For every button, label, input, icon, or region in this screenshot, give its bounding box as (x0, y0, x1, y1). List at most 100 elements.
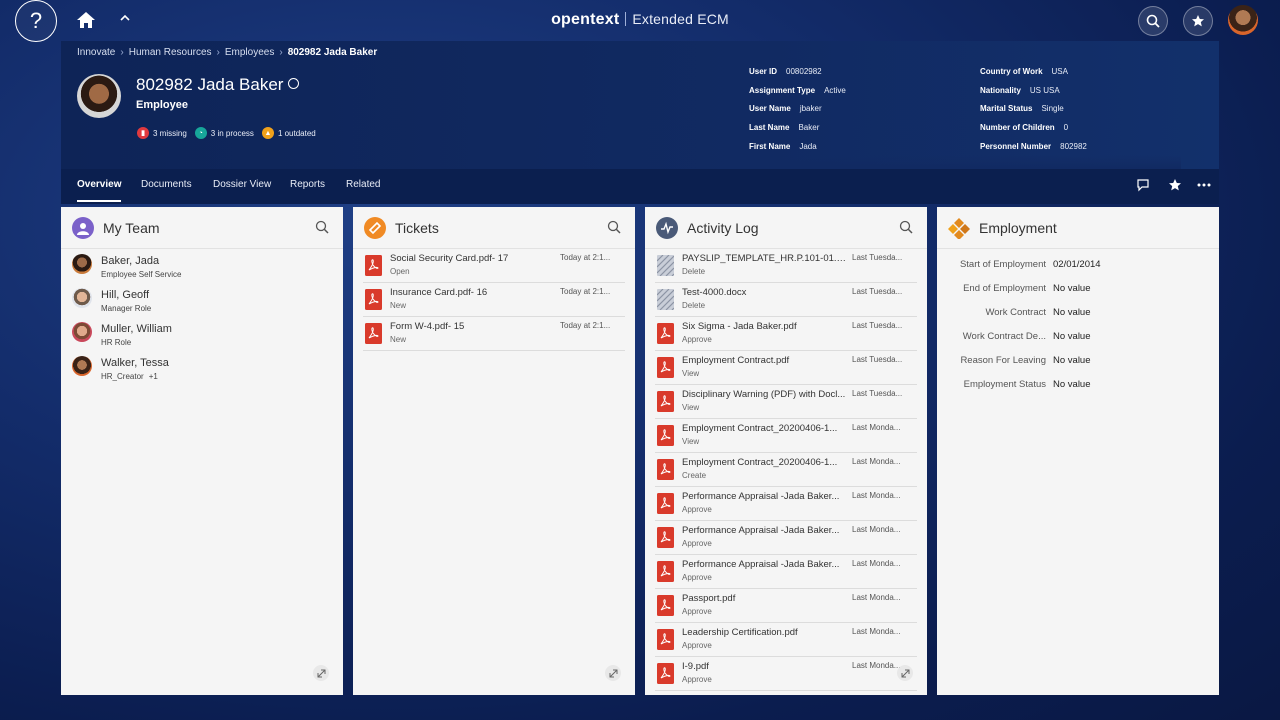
search-icon[interactable] (607, 220, 621, 234)
activity-row[interactable]: Disciplinary Warning (PDF) with Docl... V… (655, 385, 917, 419)
ticket-time: Today at 2:1... (560, 253, 611, 262)
activity-list: PAYSLIP_TEMPLATE_HR.P.101-01.0... Delete L… (645, 249, 927, 691)
activity-action: Approve (682, 539, 712, 548)
activity-row[interactable]: PAYSLIP_TEMPLATE_HR.P.101-01.0... Delete L… (655, 249, 917, 283)
status-summary: ▮ 3 missing ◔ 3 in process ▲ 1 outdated (137, 127, 316, 139)
my-team-panel: My Team Baker, Jada Employee Self Servic… (61, 207, 343, 695)
help-icon: ? (29, 8, 43, 33)
activity-title: PAYSLIP_TEMPLATE_HR.P.101-01.0... (682, 253, 848, 264)
info-label: Nationality (980, 85, 1021, 95)
tab-documents[interactable]: Documents (141, 179, 192, 190)
employment-icon (948, 217, 970, 239)
activity-row[interactable]: Six Sigma - Jada Baker.pdf Approve Last Tu… (655, 317, 917, 351)
breadcrumb-chevron-icon: › (216, 47, 220, 58)
breadcrumb-current: 802982 Jada Baker (287, 47, 378, 58)
help-button[interactable]: ? (15, 0, 57, 42)
status-in-process[interactable]: ◔ 3 in process (194, 127, 254, 139)
activity-title: Employment Contract.pdf (682, 355, 790, 366)
info-value: 0 (1063, 123, 1069, 133)
pdf-icon (657, 561, 674, 582)
open-external-icon[interactable] (288, 78, 300, 89)
tab-related[interactable]: Related (346, 179, 381, 190)
activity-row[interactable]: Employment Contract.pdf View Last Tuesda..… (655, 351, 917, 385)
activity-row[interactable]: Test-4000.docx Delete Last Tuesda... (655, 283, 917, 317)
expand-button[interactable] (897, 665, 913, 681)
star-icon[interactable] (1168, 178, 1182, 192)
activity-time: Last Tuesda... (852, 253, 903, 262)
team-member[interactable]: Hill, Geoff Manager Role (61, 284, 343, 318)
activity-action: Approve (682, 675, 712, 684)
panel-title: Employment (979, 220, 1057, 236)
status-missing[interactable]: ▮ 3 missing (137, 127, 187, 139)
breadcrumb-item[interactable]: Employees (224, 47, 275, 58)
expand-button[interactable] (313, 665, 329, 681)
activity-action: View (682, 437, 700, 446)
team-member[interactable]: Walker, Tessa HR_Creator +1 (61, 352, 343, 386)
more-roles-count[interactable]: +1 (148, 372, 158, 381)
favorites-button[interactable] (1183, 6, 1213, 36)
status-missing-label: 3 missing (153, 128, 187, 138)
info-value: 802982 (1060, 141, 1087, 151)
field-label: Start of Employment (959, 259, 1046, 270)
comment-icon[interactable] (1136, 178, 1150, 192)
ticket-status: New (390, 335, 407, 344)
pdf-icon (657, 663, 674, 684)
activity-row[interactable]: I-9.pdf Approve Last Monda... (655, 657, 917, 691)
team-member-name: Muller, William (101, 323, 172, 335)
search-icon[interactable] (899, 220, 913, 234)
ticket-row[interactable]: Insurance Card.pdf- 16 New Today at 2:1.… (363, 283, 625, 317)
search-icon[interactable] (315, 220, 329, 234)
breadcrumb-item[interactable]: Innovate (77, 47, 116, 58)
activity-log-panel: Activity Log PAYSLIP_TEMPLATE_HR.P.101-0… (645, 207, 927, 695)
breadcrumb-item[interactable]: Human Resources (128, 47, 212, 58)
info-row: Last Name Baker (749, 123, 846, 142)
team-member-role: HR_Creator +1 (101, 372, 158, 381)
ticket-row[interactable]: Form W-4.pdf- 15 New Today at 2:1... (363, 317, 625, 351)
activity-action: Approve (682, 641, 712, 650)
home-icon[interactable] (76, 10, 96, 30)
info-label: Assignment Type (749, 85, 816, 95)
activity-row[interactable]: Performance Appraisal -Jada Baker... Appr… (655, 555, 917, 589)
status-outdated[interactable]: ▲ 1 outdated (261, 127, 316, 139)
team-member[interactable]: Muller, William HR Role (61, 318, 343, 352)
user-avatar[interactable] (1228, 5, 1258, 35)
clock-icon: ◔ (194, 127, 207, 139)
activity-row[interactable]: Performance Appraisal -Jada Baker... Appr… (655, 521, 917, 555)
activity-row[interactable]: Performance Appraisal -Jada Baker... Appr… (655, 487, 917, 521)
activity-time: Last Monda... (852, 559, 901, 568)
panel-header: Tickets (353, 207, 635, 249)
chevron-up-icon[interactable] (119, 12, 131, 24)
team-icon (72, 217, 94, 239)
activity-time: Last Monda... (852, 593, 901, 602)
activity-time: Last Tuesda... (852, 287, 903, 296)
activity-time: Last Tuesda... (852, 389, 903, 398)
team-member[interactable]: Baker, Jada Employee Self Service (61, 250, 343, 284)
tab-overview[interactable]: Overview (77, 179, 122, 202)
document-icon (657, 289, 674, 310)
info-value: jbaker (799, 104, 822, 114)
employment-row: Work Contract De... No value (945, 325, 1219, 349)
pdf-icon (657, 459, 674, 480)
activity-action: View (682, 403, 700, 412)
info-value: USA (1051, 67, 1068, 76)
brand-product: Extended ECM (632, 11, 729, 27)
tab-bar: Overview Documents Dossier View Reports … (61, 169, 1219, 204)
pdf-icon (365, 289, 382, 310)
activity-row[interactable]: Passport.pdf Approve Last Monda... (655, 589, 917, 623)
global-search-button[interactable] (1138, 6, 1168, 36)
info-value: 00802982 (786, 67, 822, 76)
info-row: User ID 00802982 (749, 67, 846, 86)
activity-row[interactable]: Employment Contract_20200406-1... Create L… (655, 453, 917, 487)
tab-reports[interactable]: Reports (290, 179, 326, 190)
info-label: First Name (749, 141, 791, 151)
panel-title: My Team (103, 220, 160, 236)
expand-button[interactable] (605, 665, 621, 681)
team-member-name: Walker, Tessa (101, 357, 169, 369)
tab-dossier-view[interactable]: Dossier View (213, 179, 272, 190)
activity-row[interactable]: Leadership Certification.pdf Approve Last … (655, 623, 917, 657)
field-label: Employment Status (963, 379, 1046, 390)
expand-icon (317, 669, 325, 677)
ticket-row[interactable]: Social Security Card.pdf- 17 Open Today … (363, 249, 625, 283)
more-options-icon[interactable] (1197, 178, 1211, 192)
activity-row[interactable]: Employment Contract_20200406-1... View Las… (655, 419, 917, 453)
